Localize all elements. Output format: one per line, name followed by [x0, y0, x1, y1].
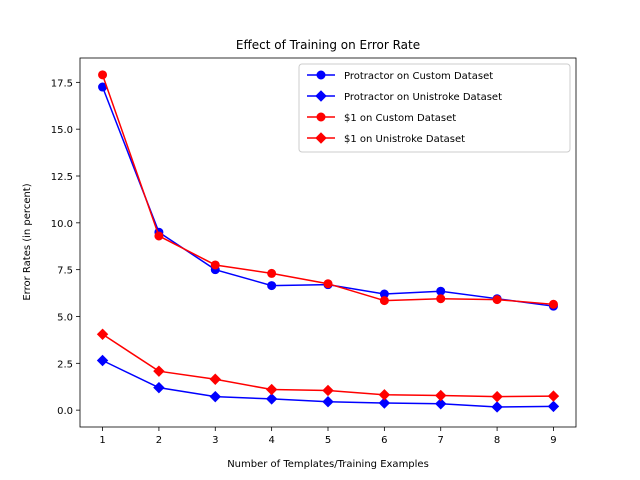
x-tick-label: 7	[438, 435, 444, 446]
data-point	[491, 390, 503, 403]
x-axis-label: Number of Templates/Training Examples	[227, 459, 429, 470]
data-point	[435, 398, 447, 410]
data-point	[436, 294, 446, 304]
legend-box	[298, 63, 571, 153]
data-point	[378, 389, 391, 401]
x-tick-label: 5	[325, 435, 331, 446]
x-tick-label: 3	[212, 435, 218, 446]
data-point	[435, 389, 447, 402]
plot-area: 1 2 3 4 5 6 7 8 9 0.0 2.5 5.0 7.5 10.0 12.5 15.0 17.5	[51, 57, 577, 446]
y-tick-label: 12.5	[51, 172, 73, 183]
data-point	[154, 231, 164, 241]
x-tick-label: 4	[268, 435, 274, 446]
x-tick-label: 6	[381, 435, 387, 446]
data-point	[265, 393, 278, 405]
series-4	[96, 328, 560, 403]
data-point	[153, 381, 165, 394]
data-point	[267, 281, 277, 291]
legend-marker	[315, 90, 327, 102]
data-point	[96, 328, 109, 340]
data-point	[267, 268, 277, 278]
data-point	[210, 260, 220, 270]
legend-entry-1: Protractor on Custom Dataset	[307, 70, 493, 82]
y-tick-label: 15.0	[51, 125, 73, 136]
data-point	[436, 286, 446, 296]
series-3	[98, 70, 558, 309]
y-tick-label: 5.0	[57, 312, 73, 323]
y-tick-label: 7.5	[57, 266, 73, 277]
data-point	[322, 396, 334, 408]
y-tick-label: 17.5	[51, 78, 73, 89]
data-point	[209, 390, 221, 403]
legend-label: Protractor on Unistroke Dataset	[344, 92, 502, 103]
legend-label: Protractor on Custom Dataset	[344, 71, 493, 82]
legend-marker	[315, 132, 327, 144]
legend-entry-3: $1 on Custom Dataset	[307, 112, 456, 124]
y-tick-label: 10.0	[51, 219, 73, 230]
data-point	[153, 365, 165, 377]
legend-marker	[316, 112, 326, 122]
x-tick-label: 2	[156, 435, 162, 446]
data-point	[323, 279, 333, 289]
legend-marker	[316, 70, 326, 80]
data-point	[98, 70, 108, 80]
legend: Protractor on Custom Dataset Protractor o…	[298, 63, 571, 153]
chart-title: Effect of Training on Error Rate	[236, 38, 420, 52]
x-tick-label: 1	[99, 435, 105, 446]
data-point	[491, 401, 503, 413]
y-tick-label: 0.0	[57, 406, 73, 417]
data-point	[547, 400, 560, 413]
legend-label: $1 on Custom Dataset	[344, 113, 456, 124]
legend-entry-2: Protractor on Unistroke Dataset	[307, 90, 502, 103]
series-2	[96, 354, 560, 413]
data-point	[96, 354, 109, 367]
x-tick-label: 9	[550, 435, 556, 446]
data-point	[492, 295, 502, 305]
data-point	[547, 390, 560, 402]
data-point	[378, 397, 391, 409]
data-point	[265, 383, 278, 396]
y-tick-label: 2.5	[57, 359, 73, 370]
legend-label: $1 on Unistroke Dataset	[344, 134, 465, 145]
data-point	[209, 373, 221, 385]
legend-entry-4: $1 on Unistroke Dataset	[307, 132, 465, 145]
data-point	[379, 296, 389, 306]
y-axis-label: Error Rates (in percent)	[22, 183, 33, 300]
data-point	[548, 299, 558, 309]
data-point	[322, 384, 334, 397]
x-tick-label: 8	[494, 435, 500, 446]
